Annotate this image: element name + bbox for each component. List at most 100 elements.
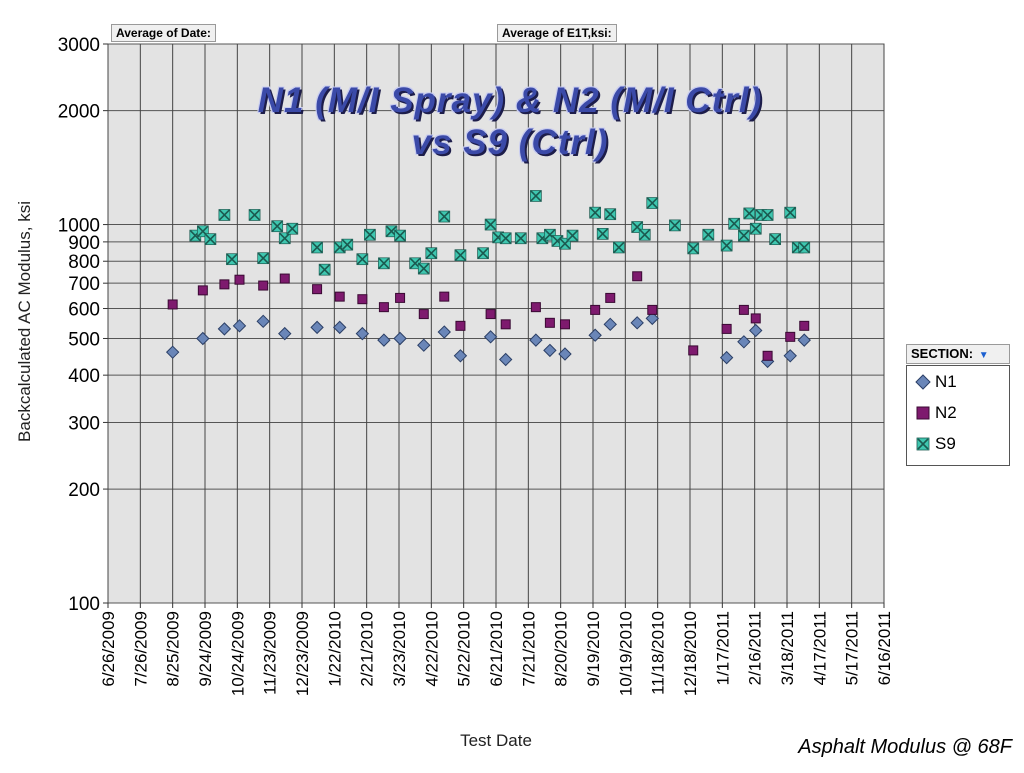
y-tick-label: 600 [68, 300, 100, 321]
data-point-n2 [530, 302, 541, 313]
data-point-s9 [530, 190, 542, 202]
y-tick-label: 3000 [58, 35, 100, 56]
data-point-n1 [453, 349, 468, 363]
data-point-n1 [377, 333, 391, 347]
diamond-marker-icon [915, 374, 931, 390]
y-tick-label: 700 [68, 274, 100, 295]
data-point-n2 [500, 319, 511, 330]
data-point-n1 [196, 331, 210, 346]
chart-title: N1 (M/I Spray) & N2 (M/I Ctrl) vs S9 (Ct… [200, 80, 820, 164]
data-point-n2 [738, 304, 749, 315]
data-point-s9 [278, 232, 291, 245]
y-tick-label: 800 [68, 252, 100, 273]
data-point-n1 [437, 325, 451, 339]
x-tick-label: 1/22/2010 [325, 611, 344, 687]
data-point-s9 [248, 209, 261, 221]
data-point-n2 [785, 331, 796, 342]
x-tick-label: 6/16/2011 [875, 611, 894, 685]
data-point-n2 [378, 302, 389, 313]
x-tick-label: 12/23/2009 [293, 611, 312, 696]
data-point-n2 [312, 284, 323, 295]
data-point-n1 [355, 326, 370, 341]
chart-title-line-1: N1 (M/I Spray) & N2 (M/I Ctrl) [257, 81, 763, 120]
data-point-s9 [638, 228, 651, 241]
data-point-s9 [702, 228, 715, 241]
data-point-s9 [318, 263, 331, 276]
x-tick-label: 6/26/2009 [99, 611, 118, 687]
data-point-n1 [393, 331, 407, 346]
data-point-n1 [558, 347, 572, 361]
value-field-button[interactable]: Average of E1T,ksi: [497, 24, 617, 42]
x-tick-label: 4/22/2010 [422, 611, 441, 687]
data-point-s9 [720, 239, 733, 252]
data-point-n1 [498, 352, 513, 367]
legend-item-n2: N2 [915, 403, 957, 423]
data-point-n2 [455, 320, 466, 331]
data-point-n2 [647, 304, 658, 315]
data-point-s9 [286, 222, 299, 235]
legend-header-label: SECTION: [911, 346, 974, 361]
data-point-n1 [483, 330, 498, 344]
data-point-n2 [632, 271, 643, 282]
dropdown-arrow-icon[interactable]: ▼ [978, 350, 989, 361]
x-tick-label: 11/23/2009 [261, 611, 280, 695]
data-point-n2 [750, 313, 761, 324]
legend-section-dropdown[interactable]: SECTION: ▼ [906, 344, 1010, 364]
data-point-s9 [769, 233, 781, 246]
data-point-n2 [688, 345, 699, 356]
y-tick-label: 200 [68, 480, 100, 501]
y-tick-label: 900 [68, 233, 100, 254]
date-field-button[interactable]: Average of Date: [111, 24, 216, 42]
data-point-s9 [596, 228, 609, 240]
data-point-s9 [761, 209, 774, 221]
x-marker-icon [916, 437, 930, 451]
x-tick-label: 1/17/2011 [713, 611, 732, 685]
data-point-s9 [378, 257, 390, 270]
y-tick-label: 2000 [58, 102, 100, 123]
data-point-n1 [417, 338, 431, 352]
data-point-s9 [364, 228, 376, 241]
data-point-n2 [544, 317, 555, 328]
data-point-n1 [588, 328, 602, 342]
x-tick-label: 8/25/2009 [164, 611, 183, 687]
x-tick-label: 7/21/2010 [519, 611, 538, 687]
data-point-n2 [605, 292, 616, 303]
data-point-n1 [333, 320, 347, 335]
y-tick-label: 500 [68, 329, 100, 350]
data-point-s9 [454, 249, 467, 262]
data-point-s9 [311, 241, 323, 254]
data-point-n2 [334, 291, 345, 302]
data-point-s9 [226, 253, 238, 266]
data-point-s9 [341, 238, 354, 251]
data-point-s9 [604, 208, 617, 221]
data-point-n2 [439, 291, 450, 302]
legend-item-s9: S9 [915, 434, 956, 454]
x-tick-label: 9/24/2009 [196, 611, 215, 687]
data-point-s9 [257, 252, 270, 265]
x-tick-label: 12/18/2010 [681, 611, 700, 696]
data-point-n2 [762, 350, 773, 361]
x-tick-label: 5/17/2011 [843, 611, 862, 685]
data-point-s9 [484, 218, 497, 231]
data-point-s9 [669, 219, 681, 232]
data-point-s9 [749, 222, 762, 235]
data-point-s9 [589, 206, 602, 219]
legend: N1 N2 S9 [906, 365, 1010, 466]
data-point-n1 [719, 350, 734, 365]
x-tick-label: 6/21/2010 [487, 611, 506, 687]
data-point-n2 [485, 309, 496, 320]
data-point-s9 [394, 229, 406, 242]
x-tick-label: 3/18/2011 [778, 611, 797, 685]
data-point-s9 [784, 206, 797, 219]
x-tick-label: 11/18/2010 [649, 611, 668, 695]
data-point-n2 [799, 320, 810, 331]
data-point-s9 [218, 209, 231, 221]
x-tick-label: 10/24/2009 [228, 611, 247, 696]
data-point-n2 [197, 285, 208, 296]
x-tick-label: 4/17/2011 [810, 611, 829, 685]
data-point-n1 [278, 326, 292, 341]
data-point-s9 [425, 247, 438, 260]
data-point-n1 [797, 333, 811, 347]
data-point-n2 [357, 294, 368, 305]
